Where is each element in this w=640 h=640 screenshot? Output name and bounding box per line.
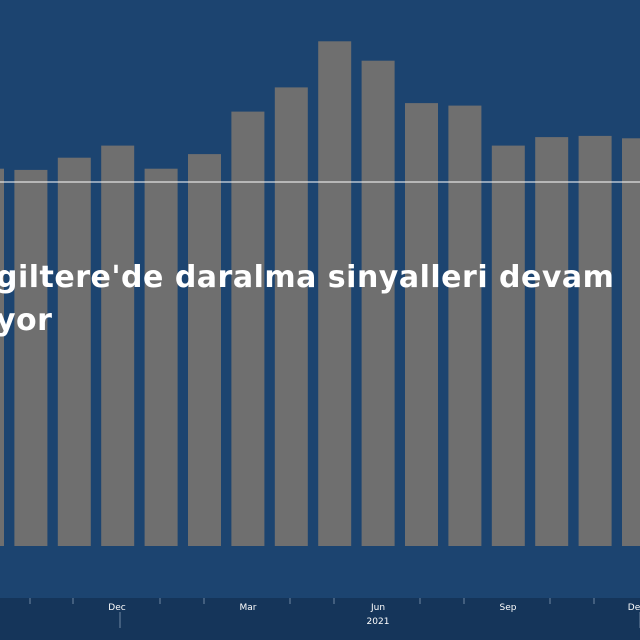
x-axis-band [0, 598, 640, 640]
bar [448, 105, 482, 546]
bar [14, 169, 48, 546]
x-tick-label: Jun [370, 603, 385, 613]
headline-line-1: giltere'de daralma sinyalleri devam [0, 260, 615, 295]
bar [274, 87, 308, 547]
bar [101, 145, 135, 546]
x-tick-label: De [628, 603, 640, 613]
bar [144, 168, 178, 546]
bar [491, 145, 525, 546]
bar [405, 103, 438, 546]
x-tick-label: Dec [108, 603, 125, 613]
bar [0, 168, 4, 546]
bar [578, 135, 612, 546]
bar-series [0, 41, 640, 547]
bar [318, 41, 352, 547]
bar [57, 157, 91, 546]
bar [535, 137, 569, 546]
bar [361, 60, 395, 546]
chart-headline: giltere'de daralma sinyalleri devam yor [0, 256, 640, 342]
bar [188, 154, 221, 546]
headline-line-2: yor [0, 303, 53, 338]
bar [231, 111, 265, 546]
x-axis: Dec Mar Jun Sep De 2021 [29, 598, 640, 628]
year-label: 2021 [367, 617, 390, 627]
x-tick-label: Mar [240, 603, 257, 613]
x-tick-label: Sep [500, 603, 517, 613]
bar [622, 138, 640, 547]
